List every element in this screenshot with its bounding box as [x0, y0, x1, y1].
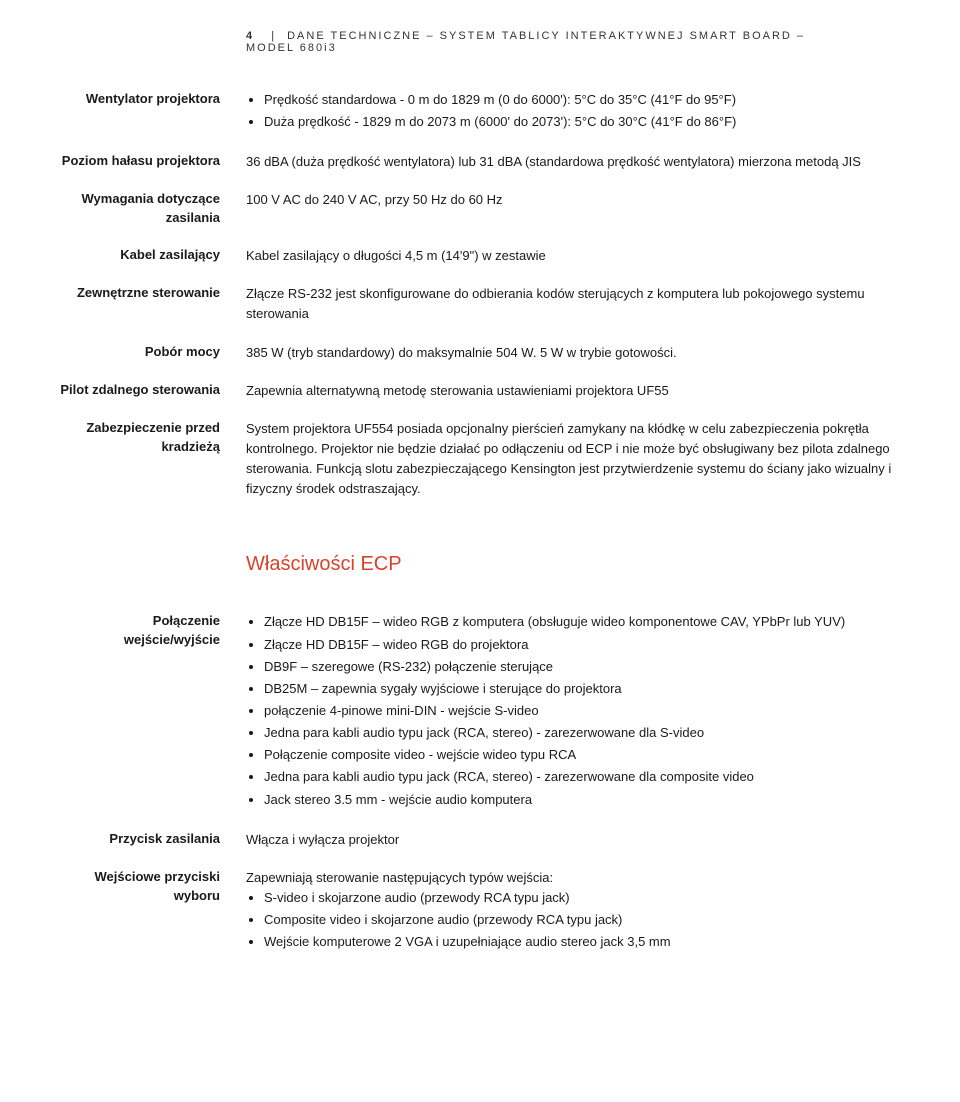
spec-value: System projektora UF554 posiada opcjonal…	[246, 419, 900, 500]
spec-value-text: Kabel zasilający o długości 4,5 m (14'9"…	[246, 246, 900, 266]
spec-row: Pobór mocy385 W (tryb standardowy) do ma…	[60, 343, 900, 363]
list-item: S-video i skojarzone audio (przewody RCA…	[264, 888, 900, 908]
spec-value-list: S-video i skojarzone audio (przewody RCA…	[246, 888, 900, 952]
spec-label: Poziom hałasu projektora	[60, 152, 246, 171]
spec-rows: Wentylator projektora Prędkość standardow…	[60, 90, 900, 499]
list-item: Złącze HD DB15F – wideo RGB do projektor…	[264, 635, 900, 655]
list-item: Duża prędkość - 1829 m do 2073 m (6000' …	[264, 112, 900, 132]
spec-row: Poziom hałasu projektora36 dBA (duża prę…	[60, 152, 900, 172]
section-title: Właściwości ECP	[246, 549, 900, 580]
spec-value: Zapewniają sterowanie następujących typó…	[246, 868, 900, 955]
page-number-label: 4	[246, 30, 254, 42]
spec-value-text: Zapewnia alternatywną metodę sterowania …	[246, 381, 900, 401]
section-rows: Połączenie wejście/wyjście Złącze HD DB15…	[60, 612, 900, 954]
spec-value: Prędkość standardowa - 0 m do 1829 m (0 …	[246, 90, 900, 134]
list-item: Połączenie composite video - wejście wid…	[264, 745, 900, 765]
spec-value-list: Prędkość standardowa - 0 m do 1829 m (0 …	[246, 90, 900, 132]
document-page: 4 | DANE TECHNICZNE – SYSTEM TABLICY INT…	[0, 0, 960, 1102]
spec-value-text: Włącza i wyłącza projektor	[246, 830, 900, 850]
list-item: Composite video i skojarzone audio (prze…	[264, 910, 900, 930]
spec-row: Kabel zasilającyKabel zasilający o długo…	[60, 246, 900, 266]
spec-row: Połączenie wejście/wyjście Złącze HD DB15…	[60, 612, 900, 811]
spec-value: Złącze HD DB15F – wideo RGB z komputera …	[246, 612, 900, 811]
spec-value: Zapewnia alternatywną metodę sterowania …	[246, 381, 900, 401]
list-item: połączenie 4-pinowe mini-DIN - wejście S…	[264, 701, 900, 721]
spec-label: Przycisk zasilania	[60, 830, 246, 849]
spec-label: Wejściowe przyciski wyboru	[60, 868, 246, 906]
header-line2: MODEL 680i3	[246, 42, 337, 54]
list-item: DB9F – szeregowe (RS-232) połączenie ste…	[264, 657, 900, 677]
spec-value: Złącze RS-232 jest skonfigurowane do odb…	[246, 284, 900, 324]
page-header: 4 | DANE TECHNICZNE – SYSTEM TABLICY INT…	[60, 30, 900, 54]
list-item: Jedna para kabli audio typu jack (RCA, s…	[264, 723, 900, 743]
spec-row: Zabezpieczenie przed kradzieżąSystem pro…	[60, 419, 900, 500]
spec-value-lead: Zapewniają sterowanie następujących typó…	[246, 868, 900, 888]
list-item: DB25M – zapewnia sygały wyjściowe i ster…	[264, 679, 900, 699]
spec-value: 36 dBA (duża prędkość wentylatora) lub 3…	[246, 152, 900, 172]
spec-value: 100 V AC do 240 V AC, przy 50 Hz do 60 H…	[246, 190, 900, 210]
spec-row: Zewnętrzne sterowanieZłącze RS-232 jest …	[60, 284, 900, 324]
spec-label: Zewnętrzne sterowanie	[60, 284, 246, 303]
list-item: Wejście komputerowe 2 VGA i uzupełniając…	[264, 932, 900, 952]
spec-value: 385 W (tryb standardowy) do maksymalnie …	[246, 343, 900, 363]
spec-value-text: Złącze RS-232 jest skonfigurowane do odb…	[246, 284, 900, 324]
spec-row: Wentylator projektora Prędkość standardow…	[60, 90, 900, 134]
spec-value-text: System projektora UF554 posiada opcjonal…	[246, 419, 900, 500]
spec-row: Wejściowe przyciski wyboruZapewniają ste…	[60, 868, 900, 955]
spec-label: Wymagania dotyczące zasilania	[60, 190, 246, 228]
spec-row: Pilot zdalnego sterowaniaZapewnia altern…	[60, 381, 900, 401]
spec-label: Połączenie wejście/wyjście	[60, 612, 246, 650]
header-divider: |	[271, 30, 276, 42]
list-item: Prędkość standardowa - 0 m do 1829 m (0 …	[264, 90, 900, 110]
spec-label: Pobór mocy	[60, 343, 246, 362]
header-line1: DANE TECHNICZNE – SYSTEM TABLICY INTERAK…	[287, 30, 805, 42]
spec-value: Włącza i wyłącza projektor	[246, 830, 900, 850]
list-item: Jedna para kabli audio typu jack (RCA, s…	[264, 767, 900, 787]
list-item: Złącze HD DB15F – wideo RGB z komputera …	[264, 612, 900, 632]
spec-row: Wymagania dotyczące zasilania100 V AC do…	[60, 190, 900, 228]
spec-label: Kabel zasilający	[60, 246, 246, 265]
spec-row: Przycisk zasilaniaWłącza i wyłącza proje…	[60, 830, 900, 850]
spec-value-text: 385 W (tryb standardowy) do maksymalnie …	[246, 343, 900, 363]
spec-label: Wentylator projektora	[60, 90, 246, 109]
spec-value-text: 100 V AC do 240 V AC, przy 50 Hz do 60 H…	[246, 190, 900, 210]
spec-label: Zabezpieczenie przed kradzieżą	[60, 419, 246, 457]
spec-value-list: Złącze HD DB15F – wideo RGB z komputera …	[246, 612, 900, 809]
section-ecp: Właściwości ECP	[60, 517, 900, 594]
spec-value-text: 36 dBA (duża prędkość wentylatora) lub 3…	[246, 152, 900, 172]
spec-value: Kabel zasilający o długości 4,5 m (14'9"…	[246, 246, 900, 266]
list-item: Jack stereo 3.5 mm - wejście audio kompu…	[264, 790, 900, 810]
spec-label: Pilot zdalnego sterowania	[60, 381, 246, 400]
